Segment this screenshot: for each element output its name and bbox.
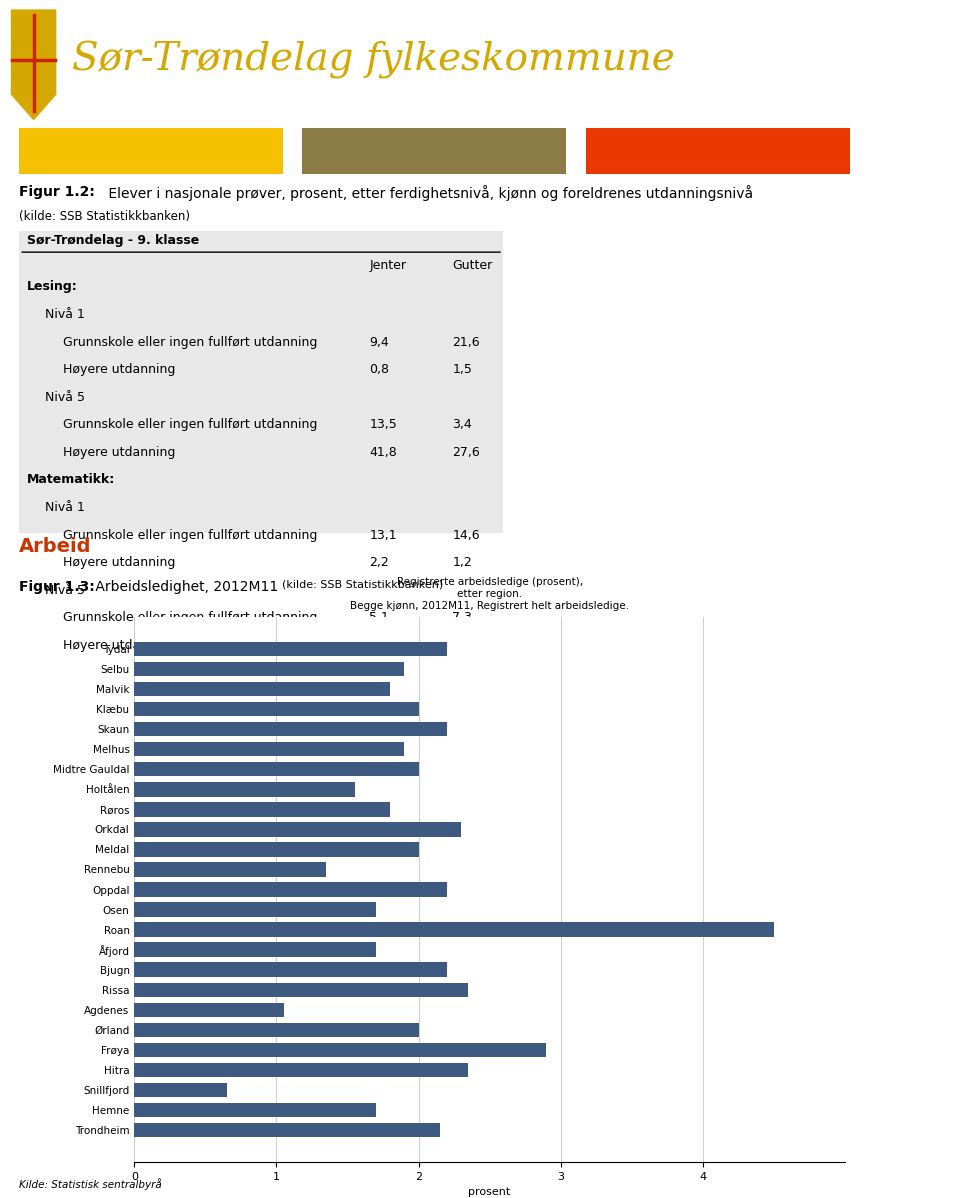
Text: (kilde: SSB Statistikkbanken): (kilde: SSB Statistikkbanken)	[282, 580, 444, 589]
Bar	[134, 1083, 227, 1097]
Bar	[134, 803, 390, 817]
Bar	[134, 902, 376, 916]
X-axis label: prosent: prosent	[468, 1187, 511, 1197]
Bar	[134, 682, 390, 696]
Text: Nivå 5: Nivå 5	[45, 391, 85, 404]
Text: Elever i nasjonale prøver, prosent, etter ferdighetsnivå, kjønn og foreldrenes u: Elever i nasjonale prøver, prosent, ette…	[104, 184, 753, 201]
Bar	[134, 842, 419, 857]
Text: Grunnskole eller ingen fullført utdanning: Grunnskole eller ingen fullført utdannin…	[63, 528, 318, 541]
Text: Gutter: Gutter	[452, 259, 492, 272]
Bar	[134, 1042, 546, 1057]
Bar	[19, 128, 283, 174]
Text: Sør-Trøndelag fylkeskommune: Sør-Trøndelag fylkeskommune	[72, 42, 675, 79]
Bar	[134, 1063, 468, 1077]
Text: Sør-Trøndelag - 9. klasse: Sør-Trøndelag - 9. klasse	[27, 235, 199, 248]
Bar	[134, 702, 419, 716]
Text: Jenter: Jenter	[370, 259, 406, 272]
Text: 27,3: 27,3	[370, 639, 397, 652]
Bar	[134, 1123, 440, 1137]
Text: 7,3: 7,3	[452, 611, 472, 624]
Text: Matematikk:: Matematikk:	[27, 473, 115, 486]
Bar	[134, 782, 354, 797]
Text: Arbeid: Arbeid	[19, 537, 92, 556]
Bar	[134, 1023, 419, 1037]
Bar	[134, 962, 447, 976]
Text: 13,1: 13,1	[370, 528, 397, 541]
Title: Registrerte arbeidsledige (prosent),
etter region.
Begge kjønn, 2012M11, Registr: Registrerte arbeidsledige (prosent), ett…	[350, 577, 629, 611]
Bar	[134, 822, 461, 836]
Text: Figur 1.2:: Figur 1.2:	[19, 184, 95, 199]
Text: Kilde: Statistisk sentralbyrå: Kilde: Statistisk sentralbyrå	[19, 1179, 162, 1191]
Bar	[134, 943, 376, 957]
Text: Høyere utdanning: Høyere utdanning	[63, 446, 176, 459]
Bar	[134, 1003, 283, 1017]
Text: 5,1: 5,1	[370, 611, 390, 624]
Text: 1,2: 1,2	[452, 556, 472, 569]
Bar	[19, 231, 503, 533]
Bar	[302, 128, 566, 174]
Text: Høyere utdanning: Høyere utdanning	[63, 556, 176, 569]
Text: 33,2: 33,2	[452, 639, 480, 652]
Text: 41,8: 41,8	[370, 446, 397, 459]
Text: 0,8: 0,8	[370, 363, 390, 376]
Polygon shape	[12, 10, 56, 120]
Text: Nivå 5: Nivå 5	[45, 583, 85, 597]
Text: 21,6: 21,6	[452, 335, 480, 349]
Text: 14,6: 14,6	[452, 528, 480, 541]
Text: Nivå 1: Nivå 1	[45, 501, 84, 514]
Text: 2,2: 2,2	[370, 556, 389, 569]
Text: Grunnskole eller ingen fullført utdanning: Grunnskole eller ingen fullført utdannin…	[63, 335, 318, 349]
Text: 1,5: 1,5	[452, 363, 472, 376]
Bar	[134, 922, 774, 937]
Bar	[134, 642, 447, 657]
Text: 3,4: 3,4	[452, 418, 472, 431]
Text: Høyere utdanning: Høyere utdanning	[63, 363, 176, 376]
Text: Grunnskole eller ingen fullført utdanning: Grunnskole eller ingen fullført utdannin…	[63, 418, 318, 431]
Bar	[134, 762, 419, 776]
Bar	[134, 863, 326, 877]
Text: Lesing:: Lesing:	[27, 280, 78, 294]
Text: (kilde: SSB Statistikkbanken): (kilde: SSB Statistikkbanken)	[19, 210, 190, 223]
Text: 27,6: 27,6	[452, 446, 480, 459]
Text: Nivå 1: Nivå 1	[45, 308, 84, 321]
Bar	[586, 128, 850, 174]
Text: Grunnskole eller ingen fullført utdanning: Grunnskole eller ingen fullført utdannin…	[63, 611, 318, 624]
Text: 13,5: 13,5	[370, 418, 397, 431]
Bar	[134, 742, 404, 756]
Bar	[134, 1103, 376, 1118]
Bar	[134, 722, 447, 737]
Bar	[134, 882, 447, 897]
Text: Arbeidsledighet, 2012M11: Arbeidsledighet, 2012M11	[91, 580, 282, 594]
Text: 9,4: 9,4	[370, 335, 389, 349]
Bar	[134, 982, 468, 997]
Text: Figur 1.3:: Figur 1.3:	[19, 580, 95, 594]
Bar	[134, 661, 404, 676]
Text: Høyere utdanning: Høyere utdanning	[63, 639, 176, 652]
